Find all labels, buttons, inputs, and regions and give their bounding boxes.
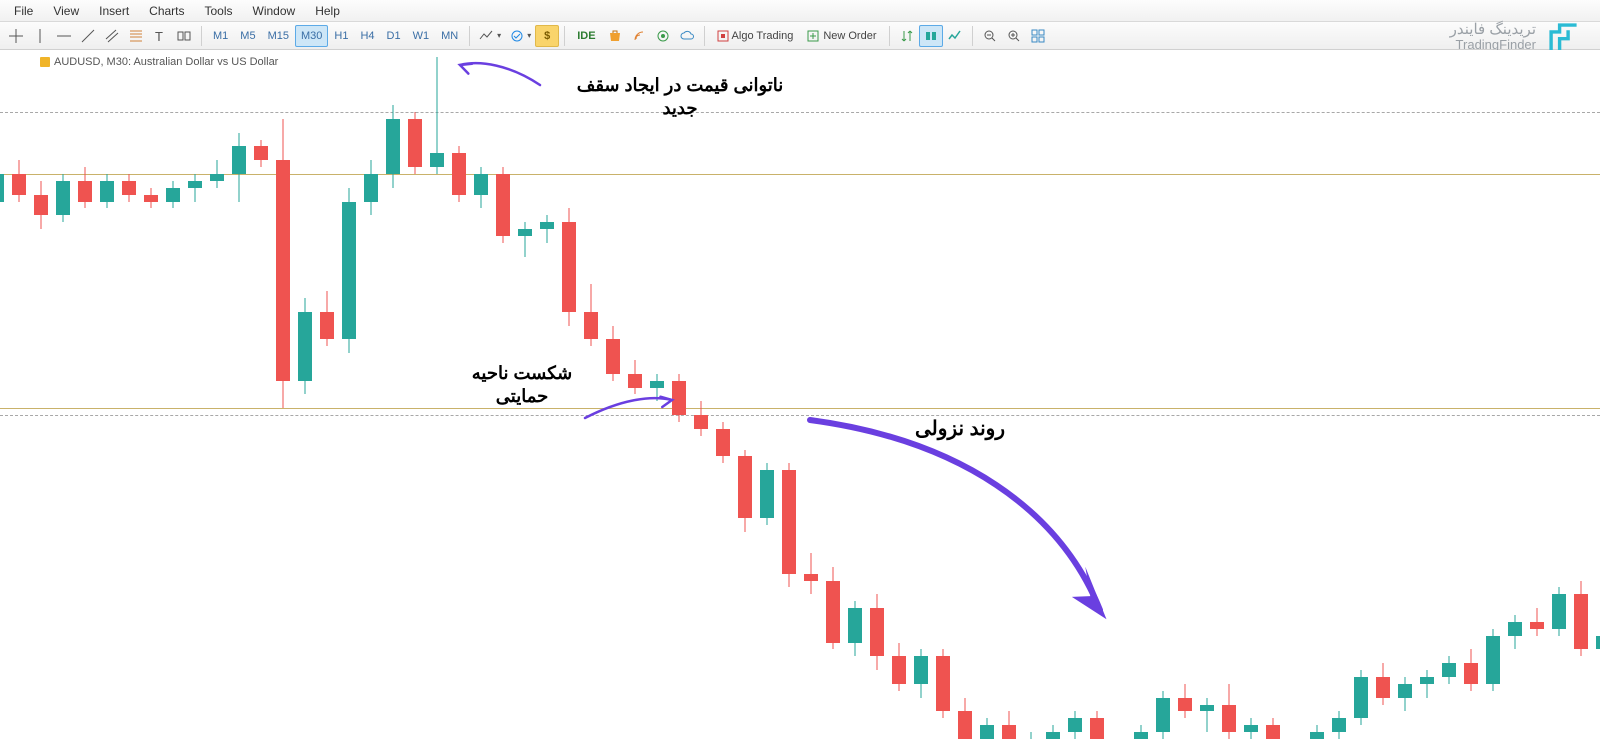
autoscroll-icon[interactable] xyxy=(919,25,943,47)
fibonacci-icon[interactable] xyxy=(124,25,148,47)
timeframe-w1[interactable]: W1 xyxy=(407,25,436,47)
timeframe-m15[interactable]: M15 xyxy=(262,25,295,47)
menu-view[interactable]: View xyxy=(43,2,89,20)
timeframe-d1[interactable]: D1 xyxy=(381,25,407,47)
watermark-ar: تریدینگ فایندر xyxy=(1450,22,1536,39)
timeframe-mn[interactable]: MN xyxy=(435,25,464,47)
chart-area[interactable]: AUDUSD, M30: Australian Dollar vs US Dol… xyxy=(0,50,1600,739)
horizontal-line-icon[interactable] xyxy=(52,25,76,47)
tradingfinder-logo-icon xyxy=(1546,20,1580,54)
objects-icon[interactable] xyxy=(172,25,196,47)
grid-icon[interactable] xyxy=(1026,25,1050,47)
svg-text:T: T xyxy=(155,29,163,43)
timeframe-m1[interactable]: M1 xyxy=(207,25,234,47)
ide-button[interactable]: IDE xyxy=(570,25,602,47)
text-tool-icon[interactable]: T xyxy=(148,25,172,47)
timeframe-m30[interactable]: M30 xyxy=(295,25,328,47)
menu-charts[interactable]: Charts xyxy=(139,2,194,20)
cloud-icon[interactable] xyxy=(675,25,699,47)
indicators-icon[interactable]: ▾ xyxy=(505,25,535,47)
new-order-label: New Order xyxy=(823,30,876,42)
algo-trading-button[interactable]: Algo Trading xyxy=(710,25,801,47)
menu-window[interactable]: Window xyxy=(243,2,306,20)
channel-icon[interactable] xyxy=(100,25,124,47)
shift-icon[interactable] xyxy=(943,25,967,47)
timeframe-m5[interactable]: M5 xyxy=(234,25,261,47)
sort-icon[interactable] xyxy=(895,25,919,47)
chart-type-icon[interactable]: ▾ xyxy=(475,25,505,47)
menu-file[interactable]: File xyxy=(4,2,43,20)
menu-insert[interactable]: Insert xyxy=(89,2,139,20)
zoom-out-icon[interactable] xyxy=(978,25,1002,47)
dollar-icon[interactable]: $ xyxy=(535,25,559,47)
timeframe-h1[interactable]: H1 xyxy=(328,25,354,47)
market-icon[interactable] xyxy=(603,25,627,47)
menu-bar: FileViewInsertChartsToolsWindowHelp xyxy=(0,0,1600,22)
signal-icon[interactable] xyxy=(627,25,651,47)
crosshair-icon[interactable] xyxy=(4,25,28,47)
main-toolbar: T M1M5M15M30H1H4D1W1MN ▾ ▾ $ IDE Algo Tr… xyxy=(0,22,1600,50)
menu-help[interactable]: Help xyxy=(305,2,350,20)
trendline-icon[interactable] xyxy=(76,25,100,47)
menu-tools[interactable]: Tools xyxy=(195,2,243,20)
timeframe-h4[interactable]: H4 xyxy=(354,25,380,47)
vertical-line-icon[interactable] xyxy=(28,25,52,47)
algo-label: Algo Trading xyxy=(732,30,794,42)
vps-icon[interactable] xyxy=(651,25,675,47)
zoom-in-icon[interactable] xyxy=(1002,25,1026,47)
new-order-button[interactable]: New Order xyxy=(800,25,883,47)
annotation-overlay xyxy=(0,50,1600,739)
